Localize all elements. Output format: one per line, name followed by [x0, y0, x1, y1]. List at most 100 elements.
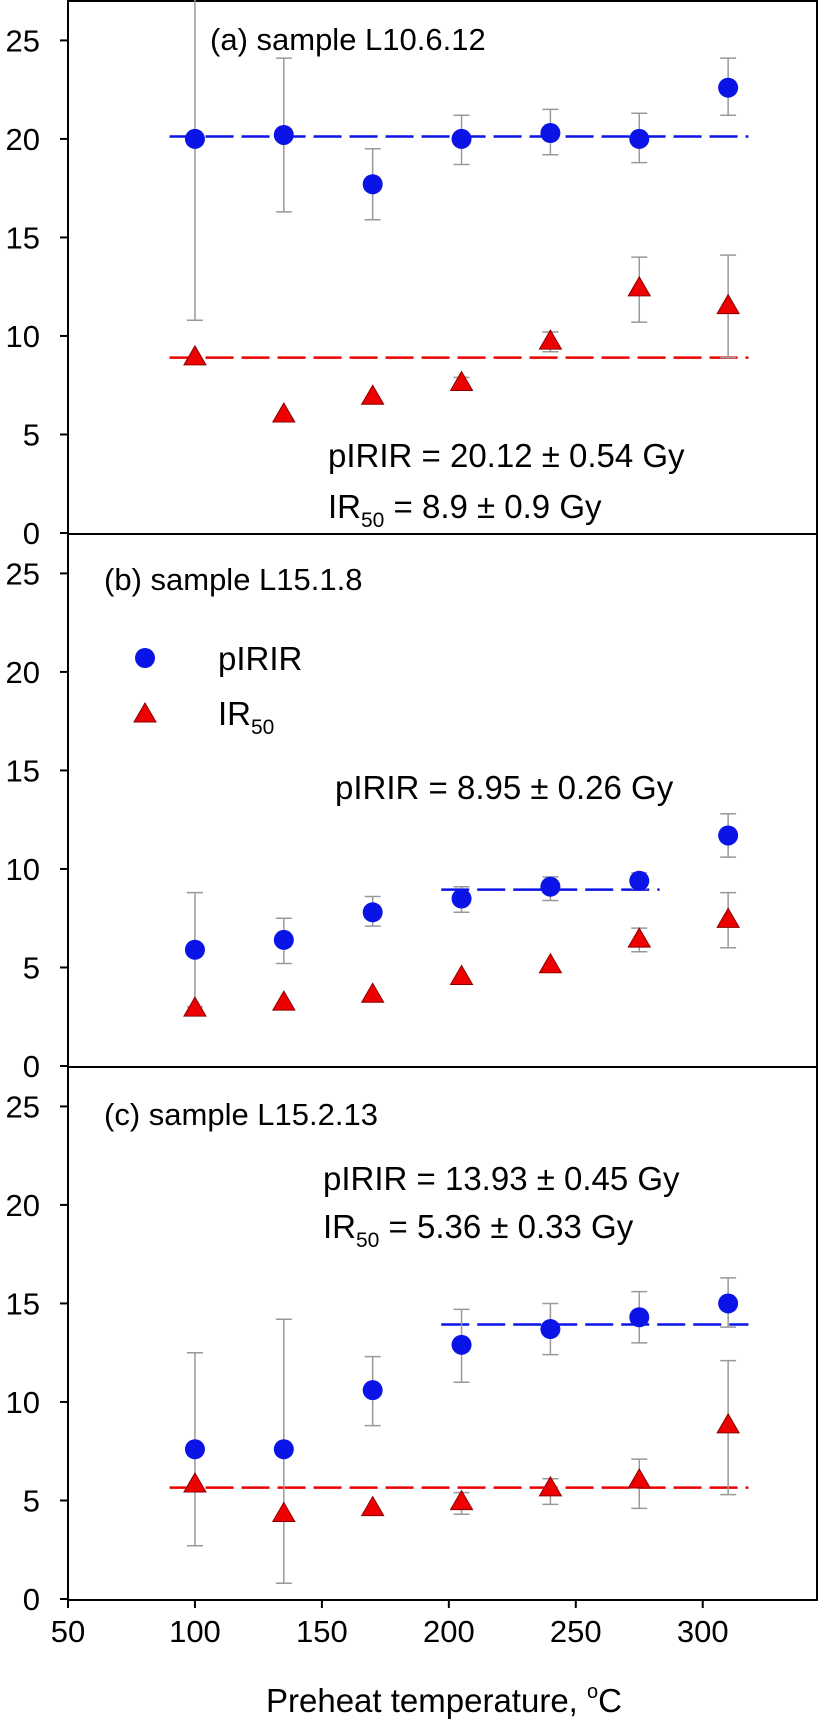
panel-b-point-pirir-275	[629, 870, 650, 891]
panel-a-ytick-label-5: 5	[23, 417, 40, 452]
panel-c-ytick-label-15: 15	[6, 1286, 40, 1321]
panel-c-annotation-ir50-prefix: IR	[323, 1208, 356, 1245]
panel-a-point-pirir-170	[362, 174, 383, 195]
legend: pIRIR IR50	[133, 640, 302, 739]
panel-c-ytick-label-20: 20	[6, 1188, 40, 1223]
panel-b-ytick-label-25: 25	[6, 556, 40, 591]
panel-c-markers	[183, 1293, 741, 1522]
panel-b-markers	[183, 825, 741, 1017]
panel-a-point-ir50-310	[716, 293, 741, 315]
panel-a-ytick-label-25: 25	[6, 23, 40, 58]
panel-b: 0 5 10 15 20 25 (b) sample L15.1.8 pIRIR IR50…	[6, 533, 818, 1084]
panel-c-point-ir50-100	[183, 1471, 207, 1493]
panel-b-annotation-pirir-value: = 8.95 ± 0.26 Gy	[419, 769, 673, 806]
panel-c-title: (c) sample L15.2.13	[104, 1097, 378, 1132]
x-axis-label: Preheat temperature, oC	[266, 1681, 622, 1719]
legend-pirir-label-text: pIRIR	[218, 640, 302, 677]
panel-c-point-pirir-275	[629, 1307, 650, 1328]
panel-b-point-pirir-170	[362, 902, 383, 923]
xtick-label-150: 150	[296, 1614, 348, 1649]
panel-b-ytick-label-5: 5	[23, 950, 40, 985]
panel-a-point-ir50-100	[183, 344, 207, 366]
panel-b-point-pirir-205	[451, 888, 472, 909]
panel-c-point-ir50-275	[627, 1468, 652, 1489]
panel-b-point-ir50-205	[449, 964, 474, 986]
panel-c-frame	[67, 1066, 818, 1601]
legend-ir50-label-text: IR	[218, 695, 251, 732]
panel-a-annotation-pirir-prefix: pIRIR	[328, 437, 412, 474]
panel-a-ytick-label-0: 0	[23, 516, 40, 551]
panel-c-point-ir50-205	[449, 1489, 474, 1511]
xtick-label-50: 50	[51, 1614, 85, 1649]
panel-a-point-pirir-240	[540, 123, 561, 144]
panel-a-mean-lines	[169, 135, 749, 359]
x-axis-label-unit: C	[598, 1682, 622, 1719]
panel-c-ytick-label-0: 0	[23, 1582, 40, 1617]
legend-pirir-marker	[135, 648, 155, 668]
xtick-label-250: 250	[550, 1614, 602, 1649]
panel-b-annotation-pirir-prefix: pIRIR	[335, 769, 419, 806]
panel-b-ytick-label-0: 0	[23, 1049, 40, 1084]
panel-c-point-pirir-205	[451, 1334, 472, 1355]
x-axis-label-sup: o	[587, 1681, 598, 1703]
panel-a-ytick-label-20: 20	[6, 122, 40, 157]
panel-b-point-pirir-135	[273, 929, 294, 950]
panel-a-y-axis: 0 5 10 15 20 25	[6, 23, 68, 551]
panel-a-annotation-ir50-sub: 50	[361, 509, 384, 532]
panel-c-annotation-ir50-sub: 50	[356, 1229, 379, 1252]
panel-c-annotation-pirir-prefix: pIRIR	[323, 1160, 407, 1197]
panel-a-point-ir50-275	[627, 275, 652, 297]
panel-b-point-ir50-100	[183, 996, 207, 1017]
panel-b-point-ir50-240	[538, 952, 563, 974]
panel-b-ytick-label-20: 20	[6, 655, 40, 690]
panel-c-ytick-label-5: 5	[23, 1483, 40, 1518]
panel-a-errorbar-pirir-100	[186, 0, 203, 321]
panel-a-annotation-ir50-value: = 8.9 ± 0.9 Gy	[384, 488, 602, 525]
panel-c-point-ir50-135	[271, 1501, 296, 1522]
panel-c-error-bars	[186, 1277, 737, 1584]
legend-pirir-label: pIRIR	[218, 640, 302, 677]
panel-c: 0 5 10 15 20 25 (c) sample L15.2.13 pIRIR = 1…	[6, 1066, 818, 1617]
panel-b-point-ir50-275	[627, 927, 652, 948]
xtick-label-200: 200	[423, 1614, 475, 1649]
panel-c-annotation-ir50-value: = 5.36 ± 0.33 Gy	[379, 1208, 633, 1245]
panel-c-point-ir50-170	[360, 1495, 385, 1517]
panel-b-y-axis: 0 5 10 15 20 25	[6, 556, 68, 1084]
panel-c-annotation-pirir: pIRIR = 13.93 ± 0.45 Gy	[323, 1160, 680, 1197]
panel-b-point-pirir-100	[184, 939, 205, 960]
panel-a-point-ir50-170	[360, 384, 385, 405]
panel-a-markers	[183, 77, 741, 423]
x-axis: 50 100 150 200 250 300	[51, 1600, 729, 1649]
panel-c-point-pirir-240	[540, 1319, 561, 1340]
panel-c-annotation-pirir-value: = 13.93 ± 0.45 Gy	[407, 1160, 680, 1197]
panel-c-point-ir50-240	[538, 1475, 563, 1497]
panel-a-title: (a) sample L10.6.12	[210, 22, 486, 57]
panel-b-annotation-pirir: pIRIR = 8.95 ± 0.26 Gy	[335, 769, 674, 806]
panel-b-ytick-label-10: 10	[6, 852, 40, 887]
panel-a-point-pirir-100	[184, 128, 205, 149]
panel-a-ytick-label-15: 15	[6, 220, 40, 255]
legend-ir50-marker	[133, 702, 157, 723]
legend-ir50-label-sub: 50	[251, 716, 274, 739]
legend-ir50-label: IR50	[218, 695, 274, 739]
panel-b-point-pirir-240	[540, 876, 561, 897]
panel-b-ytick-label-15: 15	[6, 753, 40, 788]
panel-a-point-ir50-205	[449, 370, 474, 391]
panel-a-annotation-pirir: pIRIR = 20.12 ± 0.54 Gy	[328, 437, 685, 474]
xtick-label-100: 100	[169, 1614, 221, 1649]
panel-c-point-pirir-310	[718, 1293, 739, 1314]
panel-a-point-ir50-240	[538, 329, 563, 350]
panel-c-point-ir50-310	[716, 1412, 741, 1434]
panel-a-point-pirir-275	[629, 128, 650, 149]
panel-c-point-pirir-170	[362, 1380, 383, 1401]
panel-c-mean-lines	[169, 1323, 749, 1489]
panel-a-annotation-ir50: IR50 = 8.9 ± 0.9 Gy	[328, 488, 602, 532]
panel-c-annotation-ir50: IR50 = 5.36 ± 0.33 Gy	[323, 1208, 634, 1252]
panel-a-point-pirir-135	[273, 124, 294, 145]
panel-b-title: (b) sample L15.1.8	[104, 562, 362, 597]
panel-c-ytick-label-10: 10	[6, 1385, 40, 1420]
panel-a: 0 5 10 15 20 25 (a) sample L10.6.12 pIRIR = 2…	[6, 0, 818, 551]
x-axis-label-text: Preheat temperature,	[266, 1682, 587, 1719]
panel-c-ytick-label-25: 25	[6, 1089, 40, 1124]
panel-b-point-pirir-310	[718, 825, 739, 846]
